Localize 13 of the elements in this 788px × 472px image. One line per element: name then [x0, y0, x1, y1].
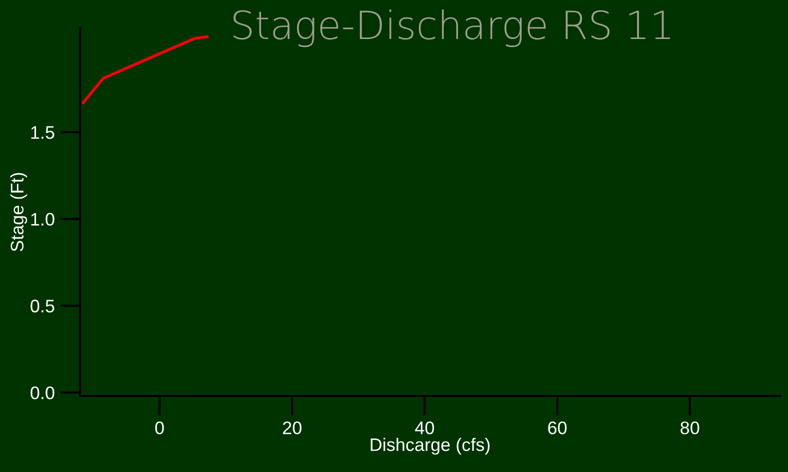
y-tick-label: 1.5: [31, 126, 54, 139]
y-tick-label: 1.0: [31, 212, 54, 226]
x-tick-label: 20: [282, 421, 302, 434]
y-axis-title: Stage (Ft): [10, 172, 28, 252]
x-tick-label: 0: [155, 421, 164, 434]
line-series: [82, 35, 209, 104]
x-tick-label: 60: [548, 421, 567, 434]
x-tick-label: 80: [680, 421, 700, 434]
x-tick-label: 40: [415, 421, 434, 434]
x-axis-title: Dishcarge (cfs): [370, 438, 490, 455]
chart-title: Stage-Discharge RS 11: [234, 10, 670, 48]
y-tick-label: 0.5: [30, 300, 54, 312]
y-tick-label: 0.0: [30, 386, 54, 400]
